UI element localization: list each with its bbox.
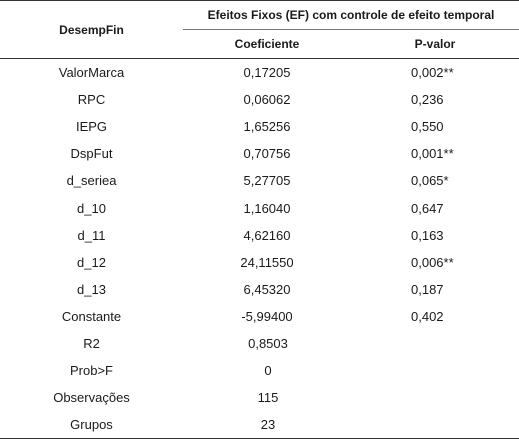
- stat-value: 0: [264, 363, 272, 379]
- header-row-group: DesempFin Efeitos Fixos (EF) com control…: [0, 0, 519, 59]
- coef-cell: 0,06062: [243, 92, 291, 108]
- coef-cell: 6,45320: [243, 281, 291, 297]
- stat-value: 115: [257, 390, 279, 406]
- pvalor-cell: 0,187: [351, 276, 519, 303]
- table-row: DspFut 0,70756 0,001**: [0, 140, 519, 167]
- table-row: IEPG 1,65256 0,550: [0, 113, 519, 140]
- table-row: RPC 0,06062 0,236: [0, 86, 519, 113]
- coef-cell: 1,16040: [243, 200, 291, 216]
- table-row: Constante -5,99400 0,402: [0, 303, 519, 330]
- coef-cell: 1,65256: [243, 119, 291, 135]
- stats-row: Prob>F 0: [0, 357, 519, 384]
- stat-label: R2: [83, 335, 100, 351]
- pvalor-cell: 0,236: [351, 86, 519, 113]
- pvalor-cell: 0,402: [351, 303, 519, 330]
- stat-value-cell: 23: [183, 411, 519, 439]
- coef-cell: 0,70756: [243, 146, 291, 162]
- pvalor-value: 0,187: [411, 281, 444, 297]
- pvalor-value: 0,065*: [411, 173, 449, 189]
- table-row: d_seriea 5,27705 0,065*: [0, 167, 519, 194]
- variable-label: d_11: [77, 227, 106, 243]
- coef-column-header: Coeficiente: [183, 29, 351, 59]
- coef-cell: 5,27705: [243, 173, 291, 189]
- variable-label: RPC: [77, 92, 106, 108]
- variable-label: IEPG: [75, 119, 108, 135]
- stat-value-cell: 0,8503: [183, 330, 519, 357]
- pvalor-cell: 0,550: [351, 113, 519, 140]
- coef-cell: 0,17205: [243, 65, 291, 81]
- pvalor-value: 0,006**: [411, 254, 454, 270]
- variable-label: Constante: [61, 308, 122, 324]
- pvalor-value: 0,647: [411, 200, 444, 216]
- pvalor-cell: 0,163: [351, 222, 519, 249]
- pvalor-column-header: P-valor: [351, 29, 519, 59]
- stats-row: R2 0,8503: [0, 330, 519, 357]
- variable-label: d_12: [77, 254, 106, 270]
- stat-value: 0,8503: [248, 335, 288, 351]
- variable-label: d_seriea: [66, 173, 117, 189]
- pvalor-value: 0,550: [411, 119, 444, 135]
- table-row: d_13 6,45320 0,187: [0, 276, 519, 303]
- stat-value: 23: [260, 417, 276, 433]
- pvalor-value: 0,001**: [411, 146, 454, 162]
- variable-label: d_10: [77, 200, 106, 216]
- stat-label: Grupos: [0, 411, 183, 439]
- group-header: Efeitos Fixos (EF) com controle de efeit…: [183, 0, 519, 30]
- pvalor-cell: 0,647: [351, 194, 519, 221]
- pvalor-value: 0,163: [411, 227, 444, 243]
- stat-label: Observações: [53, 390, 130, 406]
- pvalor-cell: 0,002**: [351, 59, 519, 87]
- table-row: d_11 4,62160 0,163: [0, 222, 519, 249]
- stats-row: Observações 115: [0, 384, 519, 411]
- pvalor-value: 0,236: [411, 92, 444, 108]
- table-row: d_10 1,16040 0,647: [0, 194, 519, 221]
- coef-cell: 24,11550: [240, 254, 294, 270]
- pvalor-cell: 0,065*: [351, 167, 519, 194]
- variable-label: d_13: [77, 281, 106, 297]
- pvalor-value: 0,402: [411, 308, 444, 324]
- table-row: d_12 24,11550 0,006**: [0, 249, 519, 276]
- header-row-columns: Coeficiente P-valor: [0, 29, 519, 59]
- stat-value-cell: 115: [183, 384, 519, 411]
- table-row: ValorMarca 0,17205 0,002**: [0, 59, 519, 87]
- pvalor-cell: 0,006**: [351, 249, 519, 276]
- pvalor-value: 0,002**: [411, 65, 454, 81]
- row-label-header: DesempFin: [0, 0, 183, 59]
- variable-label: DspFut: [70, 146, 113, 162]
- coef-cell: -5,99400: [241, 308, 293, 324]
- stats-row: Grupos 23: [0, 411, 519, 439]
- pvalor-cell: 0,001**: [351, 140, 519, 167]
- stat-label: Prob>F: [70, 363, 113, 379]
- variable-label: ValorMarca: [58, 65, 125, 81]
- coef-cell: 4,62160: [243, 227, 291, 243]
- stat-value-cell: 0: [183, 357, 519, 384]
